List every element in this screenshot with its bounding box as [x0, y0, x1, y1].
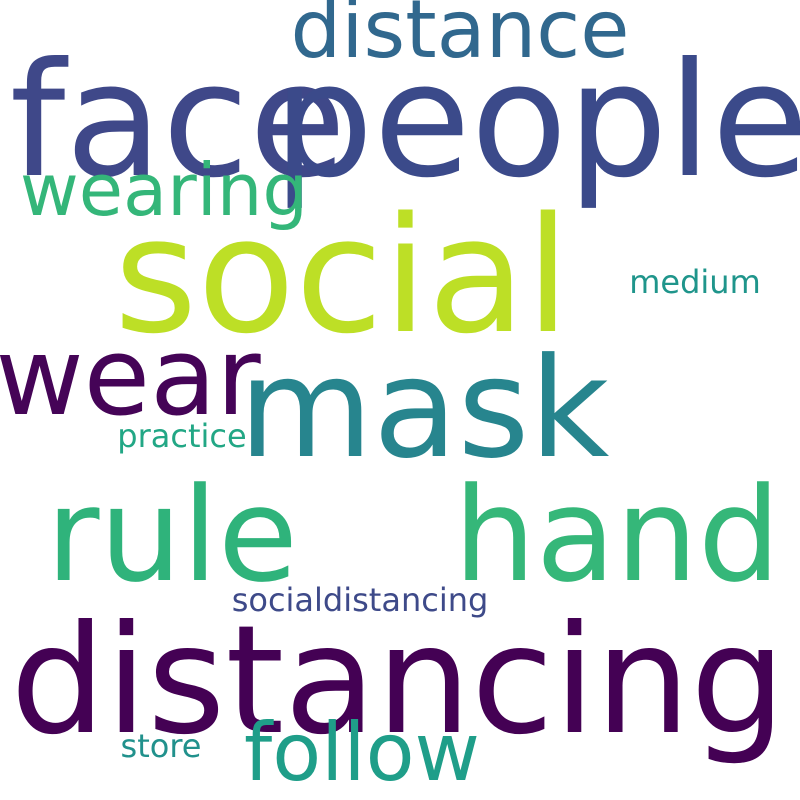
word-hand: hand: [453, 459, 781, 611]
word-mask: mask: [238, 328, 610, 489]
word-distance: distance: [290, 0, 630, 76]
word-distancing: distancing: [10, 594, 786, 768]
word-rule: rule: [46, 459, 298, 611]
word-face: face: [9, 29, 347, 213]
word-socialdistancing: socialdistancing: [231, 581, 489, 619]
word-people: people: [273, 29, 800, 213]
word-social: social: [113, 182, 571, 369]
word-wearing: wearing: [19, 148, 309, 232]
word-follow: follow: [244, 706, 480, 799]
word-store: store: [120, 727, 202, 765]
word-wear: wear: [0, 315, 261, 440]
word-medium: medium: [629, 263, 761, 301]
word-practice: practice: [117, 417, 247, 455]
